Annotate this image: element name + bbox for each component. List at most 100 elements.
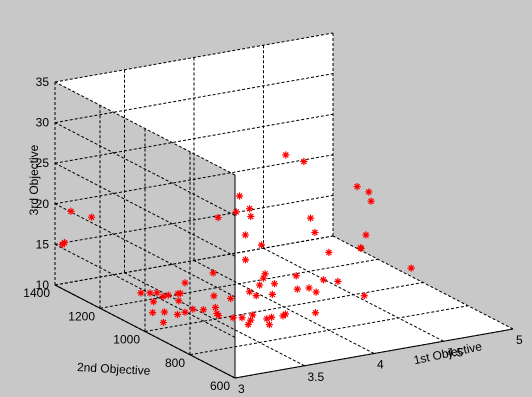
x-tick-label: 3 (238, 382, 245, 396)
data-point (189, 305, 197, 313)
data-point (181, 279, 189, 287)
data-point (176, 289, 184, 297)
z-tick-label: 10 (36, 278, 50, 292)
axes-box (54, 175, 514, 379)
y-axis-label: 2nd Objective (77, 360, 151, 378)
z-tick-label: 15 (36, 237, 50, 251)
x-tick-label: 3.5 (308, 370, 325, 384)
grid-line-back-z (54, 194, 334, 245)
data-point (232, 208, 240, 216)
data-point (159, 292, 167, 301)
data-point (334, 277, 342, 285)
data-point (199, 306, 208, 314)
data-point (241, 231, 249, 239)
grid-line-floor-y (99, 258, 379, 309)
data-point (244, 320, 252, 329)
data-point (263, 315, 271, 323)
z-tick-label: 35 (36, 75, 50, 89)
data-point (407, 264, 415, 272)
data-point (261, 270, 269, 278)
grid-line-floor-y (189, 305, 469, 356)
data-point (357, 244, 365, 253)
grid-line-left-z (54, 203, 236, 298)
data-point (67, 207, 75, 215)
data-point (257, 241, 266, 249)
data-point (300, 157, 308, 166)
grid-line-back-z (54, 154, 334, 205)
y-tick-label: 800 (165, 356, 185, 370)
data-point (281, 310, 290, 318)
y-tick-label: 1000 (113, 333, 140, 347)
data-point (268, 290, 276, 298)
data-point (60, 238, 69, 247)
data-point (265, 321, 274, 329)
y-tick-label: 600 (210, 379, 230, 393)
data-point (282, 151, 290, 159)
data-point (241, 256, 250, 264)
data-point (292, 272, 300, 280)
data-point (181, 308, 189, 316)
data-point (252, 292, 260, 300)
x-axis-line (234, 328, 514, 379)
y-axis-line (54, 284, 236, 379)
data-point (149, 298, 158, 306)
z-tick-label: 20 (36, 197, 50, 211)
data-point (293, 285, 301, 293)
data-point (210, 292, 218, 300)
grid-line-left-z (54, 81, 236, 176)
data-point (149, 308, 157, 317)
data-point (214, 213, 222, 222)
grid-line-left-z (54, 243, 236, 338)
data-point (362, 231, 370, 239)
data-point (311, 309, 320, 317)
data-point (164, 291, 172, 299)
data-point (312, 288, 320, 296)
data-point (325, 248, 333, 256)
data-point (175, 297, 183, 305)
grid-line-back-z (54, 113, 334, 164)
x-tick-label: 5 (516, 333, 523, 347)
grid-line-left-z (54, 122, 236, 217)
data-point (159, 318, 167, 327)
grid-line-back-z (54, 32, 334, 83)
data-point (229, 314, 237, 322)
data-point (247, 316, 255, 324)
data-point (367, 197, 375, 205)
grid-line-floor-y (144, 282, 424, 332)
data-point (249, 311, 257, 319)
data-point (209, 269, 217, 277)
grid-line-left-z (54, 162, 236, 257)
data-point (353, 182, 361, 191)
data-point (306, 214, 315, 222)
x-tick-label: 4.5 (447, 345, 464, 359)
data-point (270, 280, 279, 288)
data-point (256, 281, 264, 289)
data-point (360, 292, 368, 300)
data-point (213, 309, 221, 318)
data-points (58, 151, 415, 329)
data-point (305, 284, 313, 292)
data-point (88, 213, 96, 221)
data-point (259, 274, 268, 282)
data-point (245, 205, 254, 213)
data-point (146, 289, 154, 297)
data-point (245, 288, 254, 296)
data-point (238, 314, 246, 322)
axes-background (55, 33, 513, 378)
data-point (153, 289, 161, 297)
data-point (160, 308, 168, 316)
data-point (267, 313, 276, 321)
data-point (247, 212, 255, 221)
grid-line-back-z (54, 73, 334, 124)
z-tick-label: 25 (36, 156, 50, 170)
data-point (319, 276, 328, 284)
data-point (137, 289, 145, 297)
grid-line-back-z (54, 235, 334, 286)
data-point (211, 303, 220, 312)
data-point (235, 192, 244, 200)
data-point (365, 188, 373, 196)
y-tick-label: 1400 (23, 286, 50, 300)
z-tick-label: 30 (36, 116, 50, 130)
data-point (311, 228, 319, 237)
